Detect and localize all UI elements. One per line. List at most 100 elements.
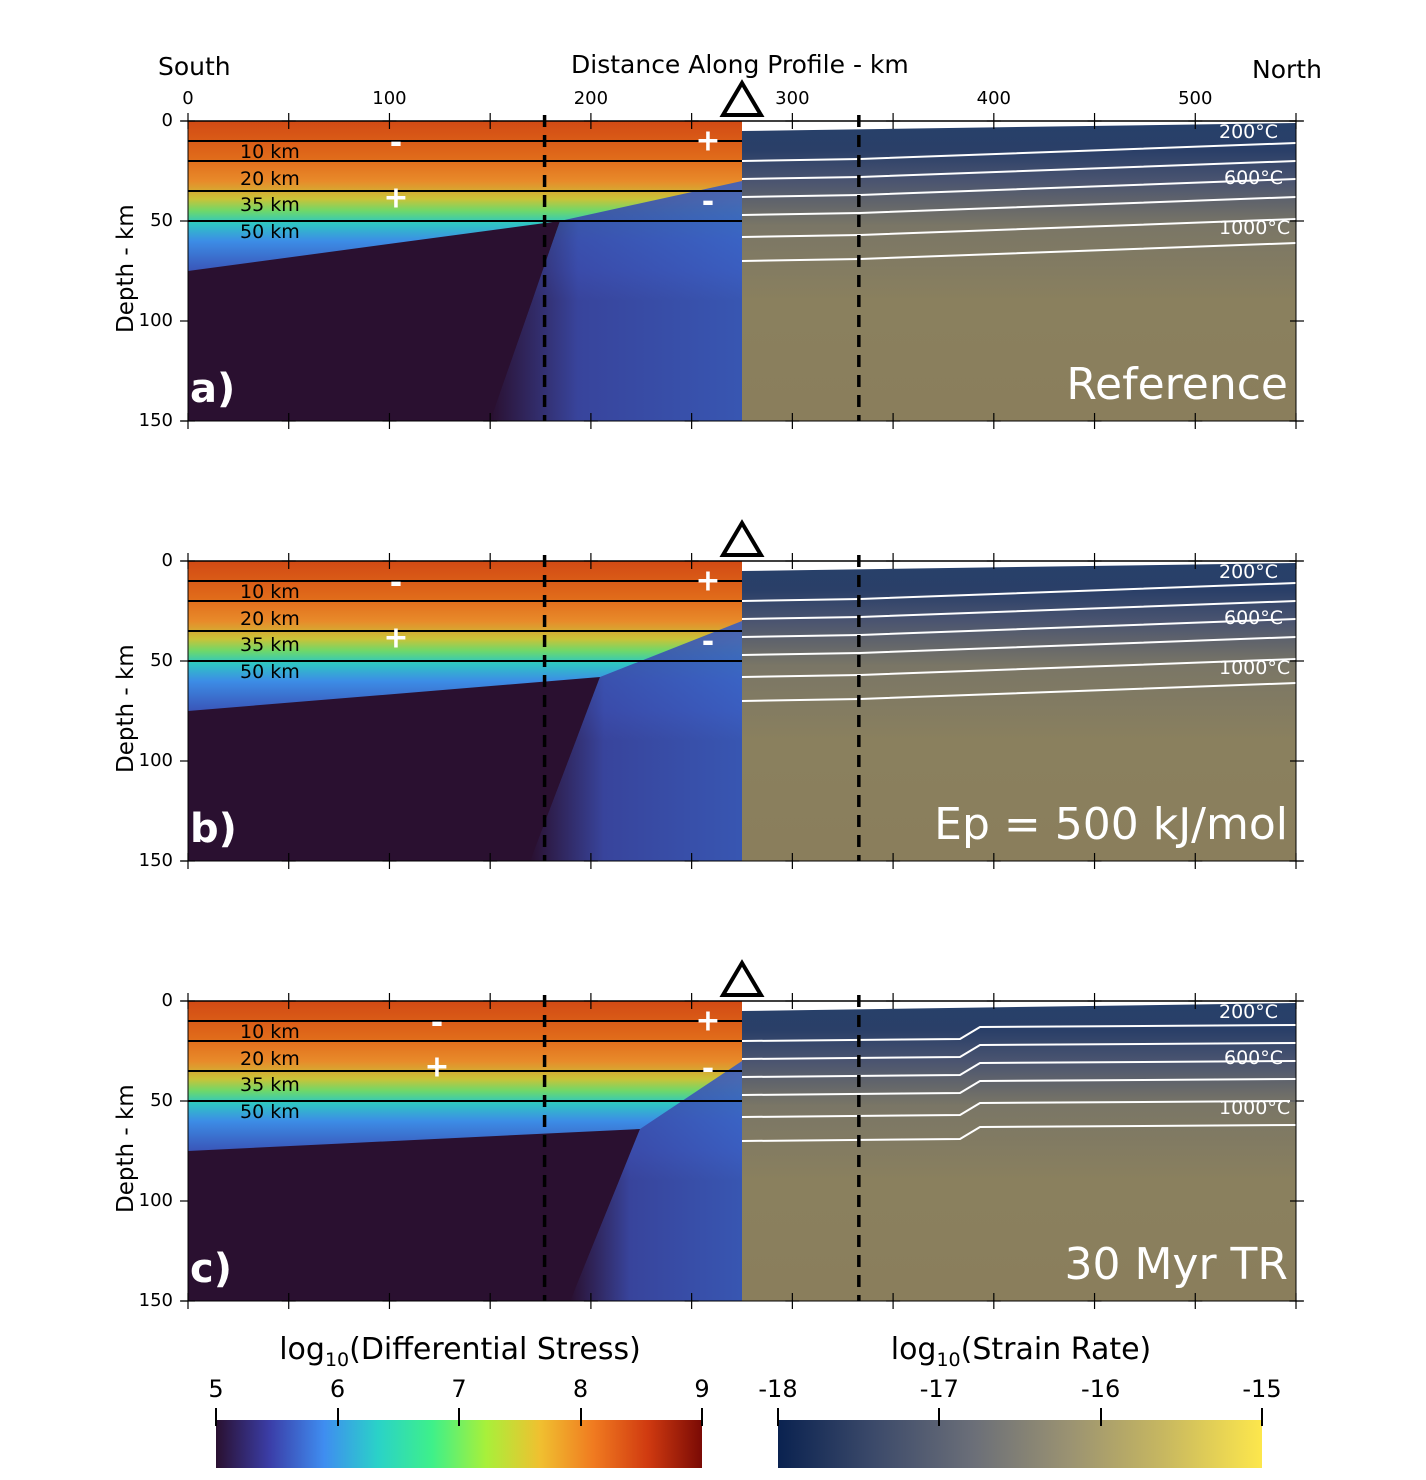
isotherm-line	[741, 1060, 1297, 1078]
top-axis-title: Distance Along Profile - km	[571, 50, 909, 79]
plot-frame	[187, 560, 1297, 862]
colorbar-tick	[215, 1408, 217, 1426]
low-stress-region	[188, 677, 600, 861]
stress-colorbar-title: log10(Differential Stress)	[279, 1332, 641, 1371]
isotherm-line	[741, 1078, 1297, 1096]
panel-3	[180, 959, 1304, 1309]
colorbar-tick-label: 5	[208, 1375, 224, 1403]
stress-sign-marker: +	[383, 620, 409, 656]
plot-frame	[187, 1000, 1297, 1302]
topography-gap	[742, 561, 1296, 571]
depth-label: 50 km	[240, 661, 300, 683]
panel-tag: b)	[190, 806, 237, 852]
isotherm-line	[741, 1024, 1297, 1042]
panel-tag: c)	[190, 1246, 232, 1292]
colorbar-tick	[579, 1408, 582, 1426]
y-tick-label: 50	[150, 1090, 173, 1111]
depth-label: 10 km	[240, 581, 300, 603]
topography-gap	[742, 121, 1296, 131]
colorbar-tick	[1099, 1408, 1102, 1426]
isotherm-label: 600°C	[1224, 1047, 1284, 1069]
stress-sign-marker: -	[389, 125, 403, 161]
stress-sign-marker: +	[695, 1003, 721, 1039]
panel-2	[180, 519, 1304, 869]
case-label: Ep = 500 kJ/mol	[934, 799, 1288, 850]
panel-tag: a)	[190, 366, 236, 412]
case-label: Reference	[1066, 359, 1288, 410]
colorbar-tick	[458, 1408, 460, 1426]
y-tick-label: 50	[150, 210, 173, 231]
depth-label: 50 km	[240, 221, 300, 243]
isotherm-label: 600°C	[1224, 167, 1284, 189]
isotherm-label: 200°C	[1219, 561, 1279, 583]
depth-label: 35 km	[240, 634, 300, 656]
depth-label: 10 km	[240, 1021, 300, 1043]
depth-label: 20 km	[240, 608, 300, 630]
y-axis-label: Depth - km	[113, 644, 139, 773]
slab-wedge	[570, 1061, 742, 1301]
y-tick-label: 150	[138, 410, 173, 431]
stress-sign-marker: +	[695, 123, 721, 159]
depth-label: 10 km	[240, 141, 300, 163]
colorbar-tick	[777, 1408, 779, 1426]
y-tick-label: 100	[138, 310, 173, 331]
volcano-marker-icon	[719, 79, 765, 117]
depth-label: 20 km	[240, 168, 300, 190]
top-tick-label: 300	[775, 88, 810, 109]
top-tick-label: 100	[372, 88, 407, 109]
isotherm-label: 200°C	[1219, 121, 1279, 143]
colorbar-tick	[1261, 1408, 1263, 1426]
colorbar-tick-label: -15	[1242, 1375, 1282, 1403]
depth-label: 35 km	[240, 194, 300, 216]
stress-title-log: log	[279, 1332, 325, 1367]
y-tick-label: 150	[138, 1290, 173, 1311]
colorbar-tick-label: -18	[758, 1375, 798, 1403]
colorbar-tick	[938, 1408, 941, 1426]
panel-1	[180, 79, 1304, 429]
isotherm-line	[741, 1100, 1297, 1118]
y-tick-label: 150	[138, 850, 173, 871]
stress-sign-marker: -	[701, 184, 715, 220]
colorbar-tick-label: 7	[451, 1375, 467, 1403]
colorbar-tick-label: 8	[572, 1375, 589, 1403]
depth-label: 50 km	[240, 1101, 300, 1123]
y-axis-label: Depth - km	[113, 204, 139, 333]
slab-wedge	[530, 621, 742, 861]
strain-title-log: log	[890, 1332, 937, 1367]
stress-sign-marker: -	[701, 624, 715, 660]
strain-title-text: (Strain Rate)	[960, 1332, 1152, 1367]
isotherm-label: 200°C	[1219, 1001, 1279, 1023]
stress-sign-marker: +	[695, 563, 721, 599]
y-tick-label: 0	[161, 990, 173, 1011]
south-label: South	[158, 52, 231, 81]
strain-colorbar	[778, 1420, 1262, 1468]
y-tick-label: 100	[138, 1190, 173, 1211]
top-tick-label: 0	[182, 88, 194, 109]
depth-label: 35 km	[240, 1074, 300, 1096]
colorbar-tick	[701, 1408, 703, 1426]
isotherm-label: 1000°C	[1219, 217, 1291, 239]
depth-label: 20 km	[240, 1048, 300, 1070]
colorbar-tick-label: 9	[694, 1375, 710, 1403]
isotherm-line	[741, 196, 1297, 216]
top-tick-label: 500	[1178, 88, 1213, 109]
volcano-marker-icon	[719, 959, 765, 997]
stress-sign-marker: -	[701, 1051, 715, 1087]
volcano-marker-icon	[719, 519, 765, 557]
isotherm-label: 600°C	[1224, 607, 1284, 629]
y-tick-label: 0	[161, 110, 173, 131]
north-label: North	[1252, 55, 1322, 84]
colorbar-tick	[336, 1408, 339, 1426]
plot-frame	[187, 120, 1297, 422]
stress-colorbar	[216, 1420, 702, 1468]
y-axis-label: Depth - km	[113, 1084, 139, 1213]
stress-sign-marker: +	[383, 180, 409, 216]
isotherm-line	[741, 1124, 1297, 1142]
colorbar-tick-label: -16	[1081, 1375, 1121, 1403]
colorbar-tick-label: 6	[329, 1375, 346, 1403]
topography-gap	[742, 1001, 1296, 1011]
isotherm-line	[741, 1042, 1297, 1060]
y-tick-label: 100	[138, 750, 173, 771]
panels-svg	[180, 79, 1304, 1309]
isotherm-label: 1000°C	[1219, 657, 1291, 679]
